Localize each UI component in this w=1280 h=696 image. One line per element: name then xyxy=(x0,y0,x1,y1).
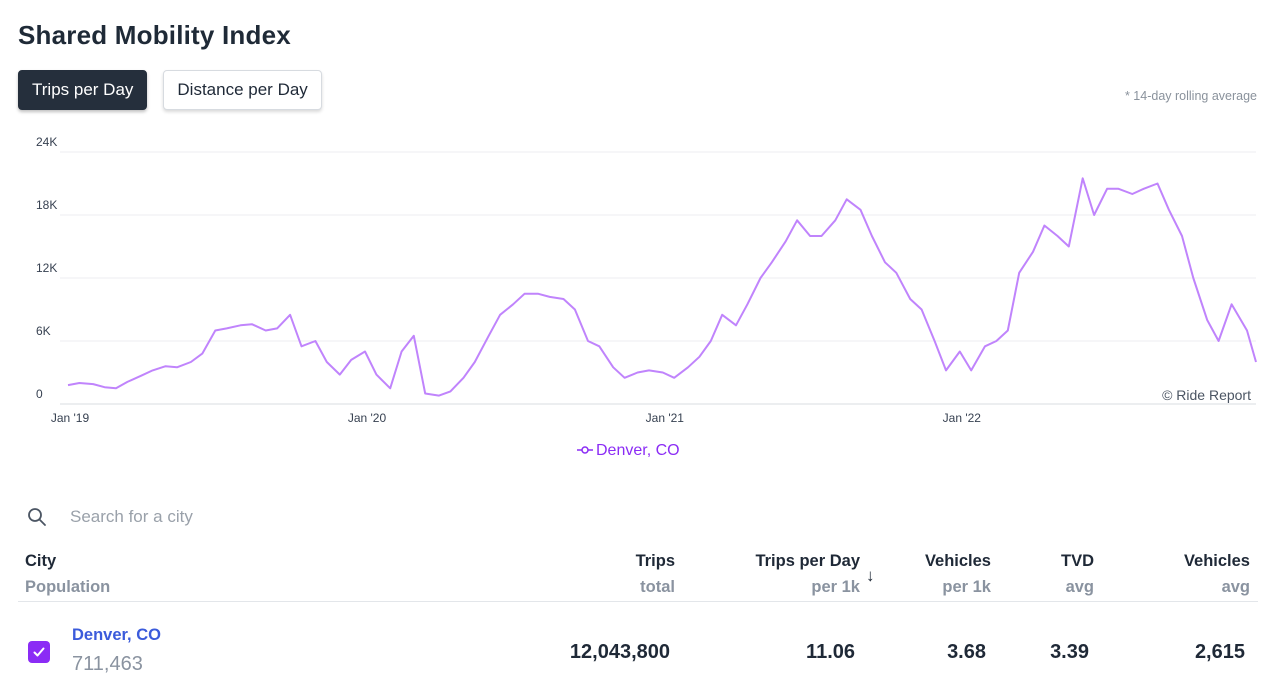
y-tick-label: 0 xyxy=(36,387,43,401)
city-search-row xyxy=(18,500,1258,534)
trips-header-sub: total xyxy=(640,578,675,596)
x-axis: Jan '19 Jan '20 Jan '21 Jan '22 xyxy=(51,411,981,425)
trips-header-label: Trips xyxy=(635,552,675,570)
series-layer xyxy=(67,177,1257,397)
y-tick-label: 6K xyxy=(36,324,51,338)
trips-per-day-header-label: Trips per Day xyxy=(755,552,860,570)
vehicles-avg-header-label: Vehicles xyxy=(1183,552,1250,570)
tvd-value: 3.39 xyxy=(1050,641,1089,663)
city-search-input[interactable] xyxy=(70,507,670,527)
vehicles-avg-value: 2,615 xyxy=(1194,641,1245,663)
y-tick-label: 18K xyxy=(36,198,57,212)
trips-per-day-column-header[interactable]: Trips per Day per 1k xyxy=(755,552,860,597)
checkmark-icon xyxy=(33,647,45,657)
x-tick-label: Jan '22 xyxy=(943,411,982,425)
city-column-header[interactable]: City Population xyxy=(25,552,110,597)
population-header-label: Population xyxy=(25,578,111,596)
vehicles-per-1k-column-header[interactable]: Vehicles per 1k xyxy=(925,552,991,597)
distance-per-day-button[interactable]: Distance per Day xyxy=(163,70,322,110)
chart-credit: © Ride Report xyxy=(1162,387,1251,403)
city-checkbox[interactable] xyxy=(28,641,50,663)
table-header: City Population Trips total Trips per Da… xyxy=(18,548,1258,602)
legend-dot-marker xyxy=(581,446,589,454)
chart-grid xyxy=(60,151,1256,405)
vehicles-avg-column-header[interactable]: Vehicles avg xyxy=(1184,552,1250,597)
vehicles-avg-header-sub: avg xyxy=(1221,578,1250,596)
city-header-label: City xyxy=(25,552,57,570)
trips-per-day-value: 11.06 xyxy=(806,641,855,663)
city-link[interactable]: Denver, CO xyxy=(72,626,161,644)
vehicles-per-1k-header-label: Vehicles xyxy=(924,552,991,570)
page-title: Shared Mobility Index xyxy=(18,20,291,50)
trips-total-value: 12,043,800 xyxy=(569,641,670,663)
rolling-average-note: * 14-day rolling average xyxy=(1124,89,1257,103)
metric-toggle-group: Trips per Day Distance per Day xyxy=(18,70,322,110)
x-tick-label: Jan '21 xyxy=(646,411,685,425)
trips-column-header[interactable]: Trips total xyxy=(636,552,675,597)
tvd-header-sub: avg xyxy=(1065,578,1094,596)
vehicles-per-1k-header-sub: per 1k xyxy=(942,578,991,596)
x-tick-label: Jan '20 xyxy=(348,411,387,425)
tvd-header-label: TVD xyxy=(1061,552,1094,570)
trips-per-day-button[interactable]: Trips per Day xyxy=(18,70,148,110)
y-tick-label: 12K xyxy=(36,261,57,275)
tvd-column-header[interactable]: TVD avg xyxy=(1061,552,1094,597)
y-tick-label: 24K xyxy=(36,135,57,149)
sort-descending-icon[interactable]: ↓ xyxy=(866,566,875,585)
series-line-denver[interactable] xyxy=(67,177,1257,397)
x-tick-label: Jan '19 xyxy=(51,411,90,425)
trips-line-chart: 0 6K 12K 18K 24K Jan '19 Jan '20 Jan '21 Jan '2… xyxy=(36,135,1257,459)
legend-series-name: Denver, CO xyxy=(596,442,680,459)
y-axis: 0 6K 12K 18K 24K xyxy=(36,135,57,401)
table-row: Denver, CO 711,463 12,043,800 11.06 3.68… xyxy=(18,614,1258,684)
chart-legend[interactable]: Denver, CO xyxy=(577,442,680,459)
vehicles-per-1k-value: 3.68 xyxy=(947,641,986,663)
city-population: 711,463 xyxy=(72,653,143,675)
search-icon xyxy=(18,500,58,534)
trips-per-day-header-sub: per 1k xyxy=(811,578,860,596)
